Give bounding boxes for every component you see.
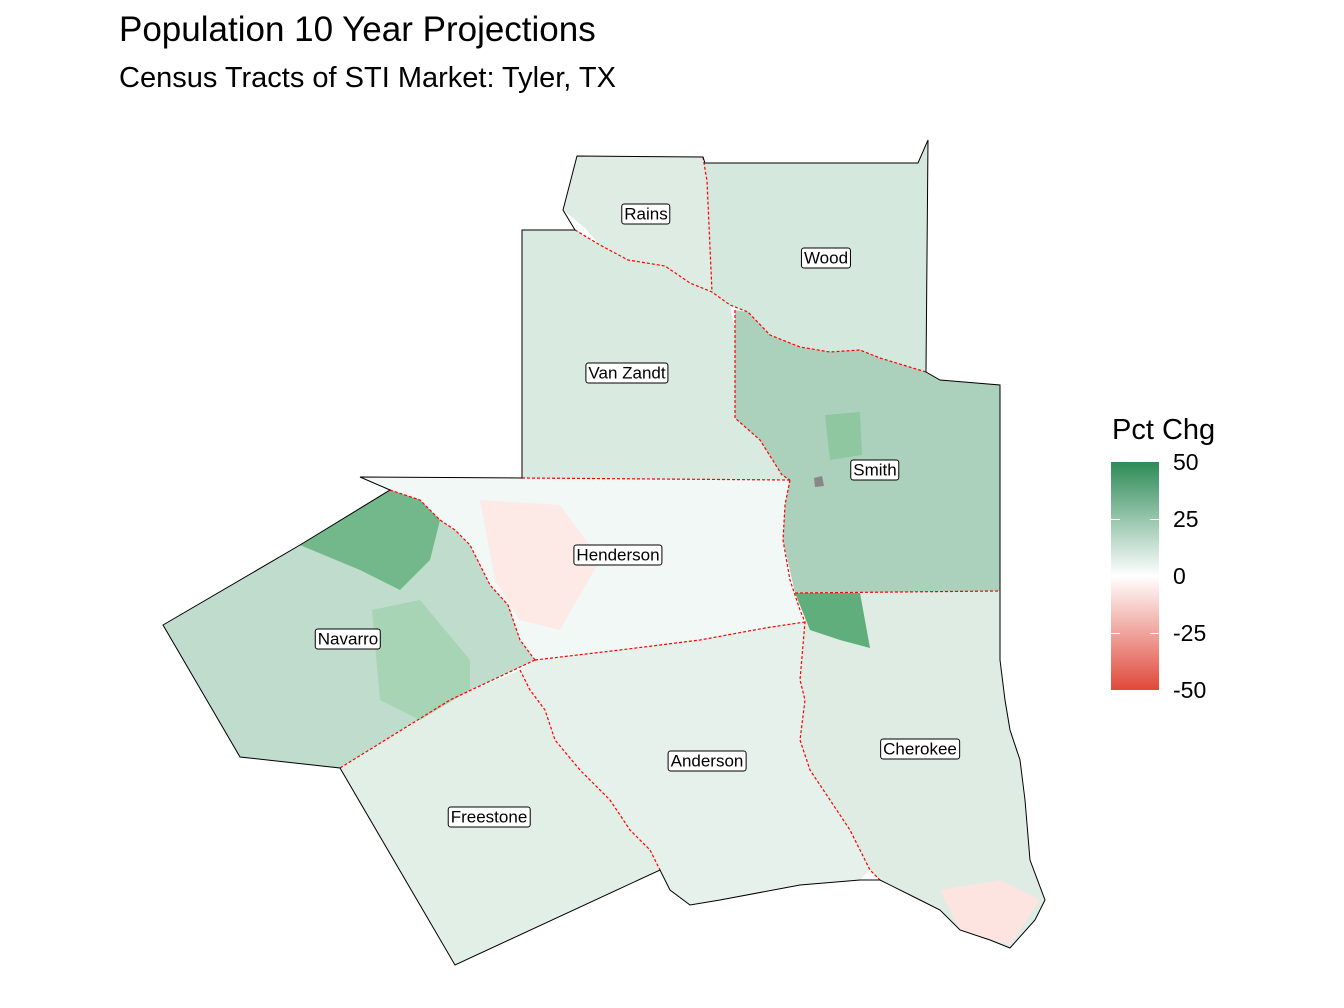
legend-tick-mark (1150, 576, 1159, 577)
legend-tick-mark (1111, 576, 1120, 577)
county-line-smith-cherokee (794, 590, 1001, 594)
county-fill-van-zandt (522, 230, 790, 480)
county-line-henderson-smith (782, 479, 881, 881)
county-label-henderson: Henderson (573, 544, 663, 566)
legend-tick-mark (1150, 519, 1159, 520)
county-label-van-zandt: Van Zandt (585, 362, 669, 384)
legend-tick-label: 25 (1173, 506, 1199, 532)
county-label-wood: Wood (800, 247, 852, 269)
legend-title: Pct Chg (1112, 414, 1216, 446)
legend-tick-label: -25 (1173, 620, 1207, 646)
tract-no-data (814, 476, 824, 487)
tract-henderson-low (480, 500, 600, 630)
tract-smith-core (825, 412, 862, 460)
county-label-rains: Rains (621, 203, 671, 225)
chart-subtitle: Census Tracts of STI Market: Tyler, TX (119, 62, 616, 94)
county-line-vanzandt-smith (734, 310, 791, 481)
tract-smith-south (795, 593, 870, 648)
legend-tick-label: 50 (1173, 449, 1199, 475)
tract-navarro-north (300, 490, 440, 590)
county-fill-smith (735, 310, 1000, 593)
legend-tick-mark (1111, 519, 1120, 520)
tract-cherokee-south (940, 880, 1040, 945)
county-line-freestone-anderson (519, 669, 661, 871)
chart-title: Population 10 Year Projections (119, 10, 596, 49)
tract-navarro-central (372, 600, 470, 720)
legend-tick-label: -50 (1173, 677, 1207, 703)
county-label-freestone: Freestone (447, 806, 531, 828)
county-line-rains-vanzandt (574, 229, 927, 373)
county-line-navarro-freestone (339, 659, 536, 769)
county-line-henderson-anderson (534, 621, 806, 661)
county-line-navarro-henderson (389, 489, 536, 661)
legend-tick-label: 0 (1173, 563, 1186, 589)
legend-tick-mark (1111, 633, 1120, 634)
county-fill-cherokee (800, 591, 1045, 948)
county-label-smith: Smith (850, 459, 900, 481)
county-label-anderson: Anderson (667, 750, 747, 772)
market-outline (162, 139, 1046, 966)
county-label-navarro: Navarro (314, 628, 382, 650)
legend-tick-mark (1150, 633, 1159, 634)
county-label-cherokee: Cherokee (880, 738, 960, 760)
